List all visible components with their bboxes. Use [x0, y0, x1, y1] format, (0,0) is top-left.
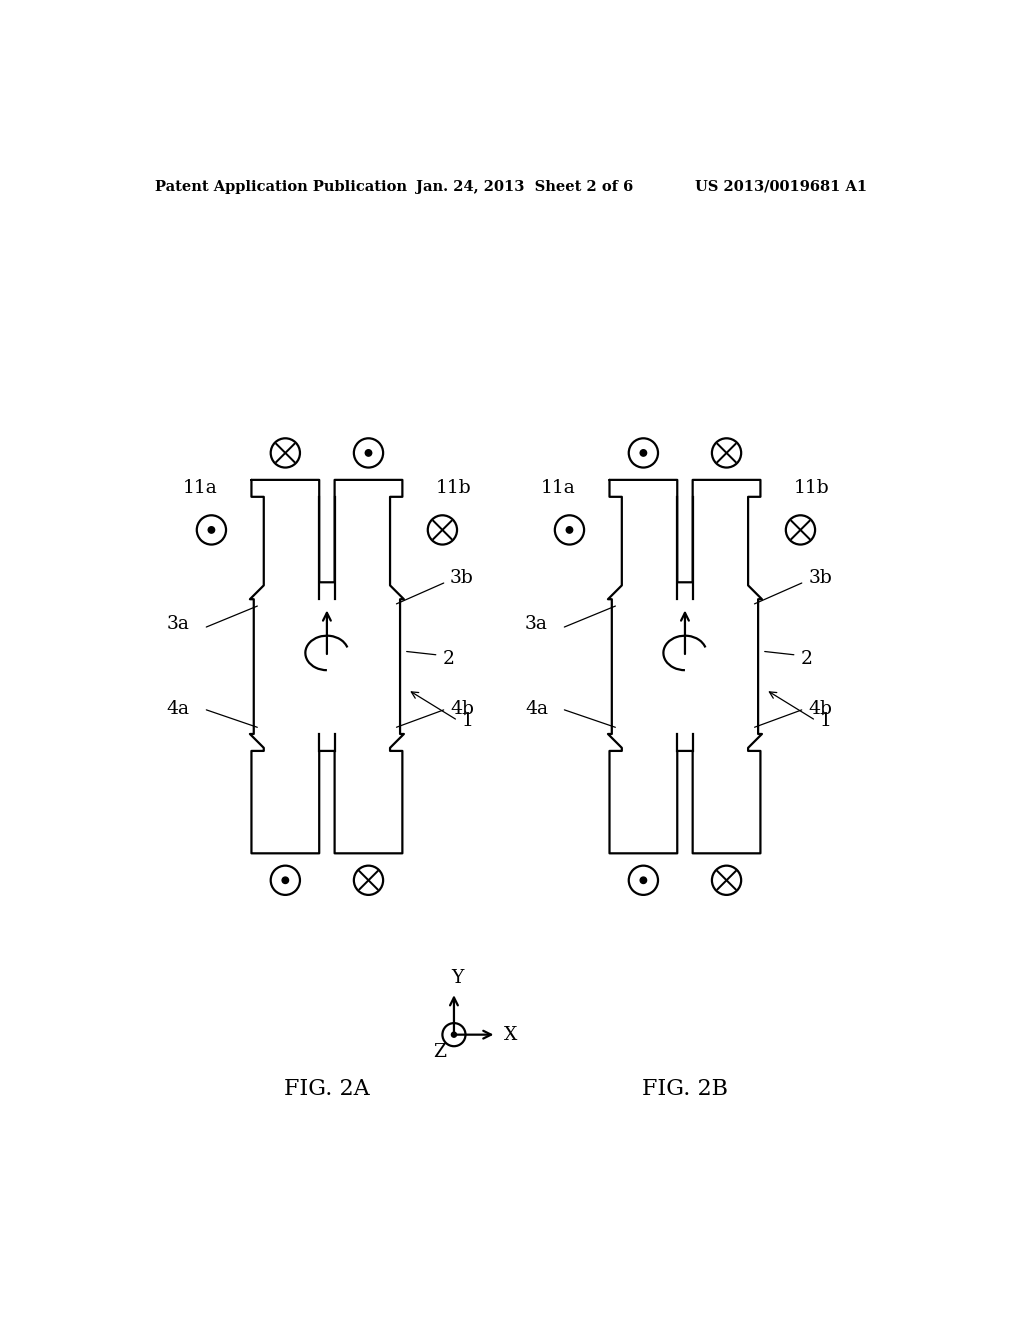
Text: Jan. 24, 2013  Sheet 2 of 6: Jan. 24, 2013 Sheet 2 of 6 — [416, 180, 634, 194]
Circle shape — [640, 450, 646, 457]
Text: Patent Application Publication: Patent Application Publication — [155, 180, 407, 194]
Text: Z: Z — [433, 1043, 446, 1060]
Circle shape — [566, 527, 572, 533]
Text: 1: 1 — [819, 711, 831, 730]
Text: 4b: 4b — [451, 700, 474, 718]
Text: 2: 2 — [801, 649, 812, 668]
Text: Y: Y — [451, 969, 463, 987]
Text: 11b: 11b — [436, 479, 472, 496]
Circle shape — [282, 876, 289, 883]
Circle shape — [640, 876, 646, 883]
Text: 4b: 4b — [808, 700, 833, 718]
Text: 3b: 3b — [808, 569, 833, 587]
Text: 3a: 3a — [167, 615, 189, 634]
Circle shape — [452, 1032, 457, 1038]
Text: 4a: 4a — [525, 700, 548, 718]
Text: 3a: 3a — [525, 615, 548, 634]
Text: 11a: 11a — [541, 479, 575, 496]
Text: 2: 2 — [442, 649, 455, 668]
Circle shape — [208, 527, 215, 533]
Text: 3b: 3b — [451, 569, 474, 587]
Text: FIG. 2B: FIG. 2B — [642, 1077, 728, 1100]
Text: X: X — [504, 1026, 517, 1044]
Circle shape — [366, 450, 372, 457]
Text: 11a: 11a — [182, 479, 217, 496]
Text: 11b: 11b — [795, 479, 829, 496]
Text: FIG. 2A: FIG. 2A — [284, 1077, 370, 1100]
Text: US 2013/0019681 A1: US 2013/0019681 A1 — [695, 180, 867, 194]
Text: 4a: 4a — [167, 700, 189, 718]
Text: 1: 1 — [462, 711, 473, 730]
